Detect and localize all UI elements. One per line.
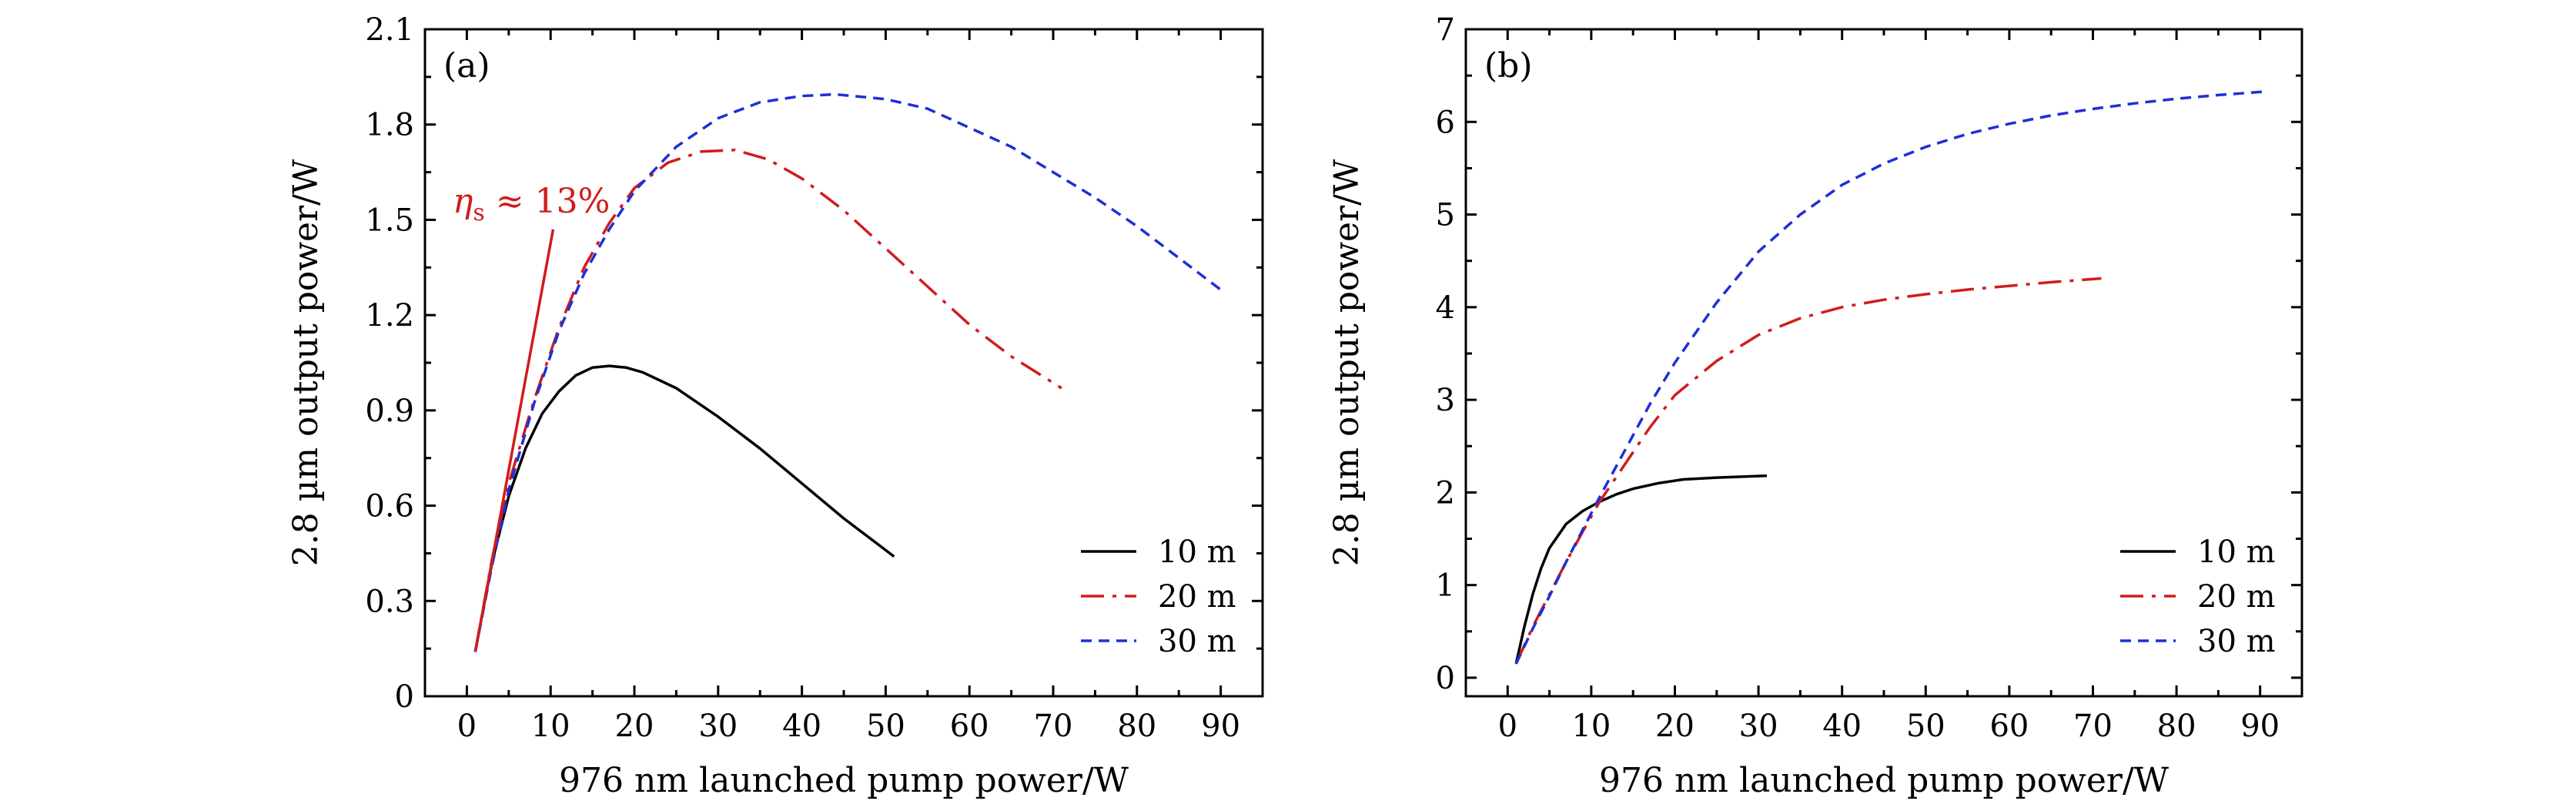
x-tick-label: 50: [1906, 709, 1945, 744]
x-tick-label: 60: [950, 709, 989, 744]
x-tick-label: 80: [2157, 709, 2196, 744]
legend-entry: 30 m: [2197, 624, 2276, 659]
series-line-20m: [473, 148, 1062, 652]
y-tick-label: 1.8: [365, 108, 414, 143]
x-axis-label: 976 nm launched pump power/W: [1599, 761, 2170, 800]
x-tick-label: 10: [1571, 709, 1611, 744]
x-tick-label: 30: [698, 709, 738, 744]
y-tick-label: 1: [1436, 568, 1455, 604]
slope-efficiency-line: [473, 229, 555, 652]
y-tick-label: 0: [395, 679, 414, 715]
annotation-eta: η: [453, 182, 473, 221]
series-line-20m: [1514, 276, 2102, 665]
annotation-value: ≈ 13%: [485, 182, 611, 221]
x-tick-label: 90: [2240, 709, 2280, 744]
y-tick-label: 0: [1436, 661, 1455, 696]
x-tick-label: 0: [1498, 709, 1517, 744]
plot-frame: [423, 28, 1264, 698]
y-tick-label: 0.6: [365, 489, 414, 524]
y-tick-label: 5: [1436, 198, 1455, 233]
y-tick-label: 3: [1436, 383, 1455, 418]
panel-label: (a): [443, 46, 490, 85]
x-tick-label: 80: [1117, 709, 1156, 744]
y-tick-label: 7: [1436, 12, 1455, 48]
y-tick-label: 4: [1436, 290, 1455, 326]
panel-a: 0 10 20 30 40 50 60 70 80 90 0 0.3 0.6 0.9 1.2 1.5 1.8 2.…: [286, 12, 1264, 800]
y-axis-label: 2.8 µm output power/W: [286, 159, 326, 566]
y-tick-label: 1.2: [365, 298, 414, 333]
x-tick-label: 30: [1739, 709, 1778, 744]
x-tick-label: 0: [457, 709, 477, 744]
x-tick-label: 40: [1822, 709, 1862, 744]
x-tick-label: 10: [531, 709, 570, 744]
series-line-30m: [1514, 89, 2269, 665]
y-axis-label: 2.8 µm output power/W: [1327, 159, 1367, 566]
legend-entry: 10 m: [2197, 535, 2276, 570]
panel-label: (b): [1484, 46, 1533, 85]
x-tick-label: 40: [782, 709, 821, 744]
y-tick-label: 1.5: [365, 203, 414, 238]
plot-frame: [1464, 28, 2303, 698]
x-axis-label: 976 nm launched pump power/W: [559, 761, 1129, 800]
y-tick-label: 2.1: [365, 12, 414, 48]
y-tick-label: 2: [1436, 475, 1455, 511]
x-tick-label: 60: [1989, 709, 2029, 744]
x-tick-label: 50: [866, 709, 905, 744]
slope-efficiency-annotation: ηs ≈ 13%: [453, 182, 610, 226]
x-tick-label: 20: [615, 709, 654, 744]
series-line-30m: [473, 92, 1222, 652]
legend-entry: 20 m: [1158, 579, 1236, 615]
legend-entry: 20 m: [2197, 579, 2276, 615]
x-tick-label: 90: [1201, 709, 1240, 744]
panel-b: 0 10 20 30 40 50 60 70 80 90 0 1 2 3 4 5 6 7 976 nm launch…: [1327, 12, 2303, 800]
y-tick-label: 0.3: [365, 584, 414, 619]
y-tick-label: 6: [1436, 105, 1455, 140]
legend-entry: 10 m: [1158, 535, 1236, 570]
annotation-subscript: s: [473, 199, 484, 226]
legend-entry: 30 m: [1158, 624, 1236, 659]
x-tick-label: 20: [1655, 709, 1694, 744]
y-tick-label: 0.9: [365, 394, 414, 429]
series-line-10m: [1514, 474, 1768, 665]
series-line-10m: [473, 364, 895, 652]
x-tick-label: 70: [1034, 709, 1073, 744]
x-tick-label: 70: [2073, 709, 2113, 744]
